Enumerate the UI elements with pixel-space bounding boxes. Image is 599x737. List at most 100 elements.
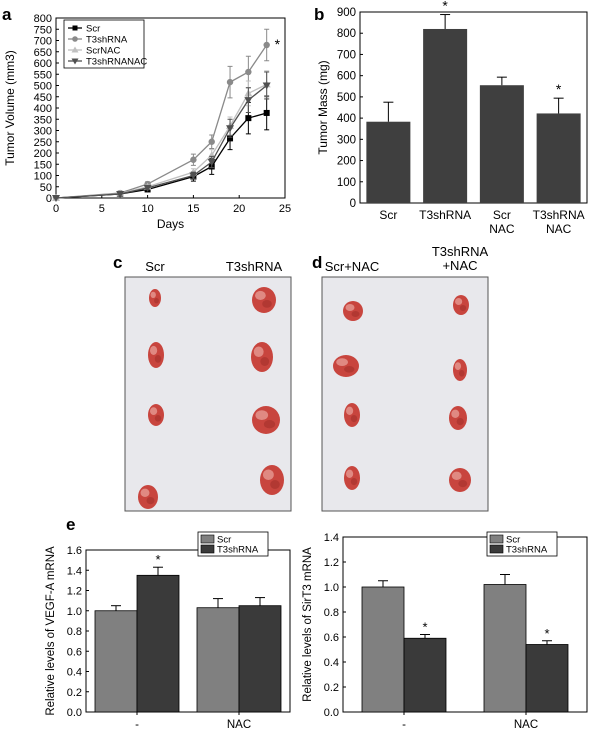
data-point <box>52 195 60 202</box>
photo-c-col-t3shrna: T3shRNA <box>226 259 283 274</box>
y-tick-label: 600 <box>34 58 52 70</box>
y-tick-label: 700 <box>337 49 356 61</box>
legend-label-Scr: Scr <box>86 24 100 35</box>
tumor <box>453 359 467 381</box>
tumor-shadow <box>146 497 155 505</box>
tumor-highlight <box>451 471 462 480</box>
y-tick-label: 0.8 <box>67 626 82 638</box>
tumor <box>251 342 273 372</box>
tumor-body <box>149 289 161 307</box>
photo-d-col-t3shrna-nac: T3shRNA +NAC <box>432 244 489 273</box>
tumor-shadow <box>270 480 280 489</box>
legend-label-Scr: Scr <box>217 535 231 546</box>
y-tick-label: 0.6 <box>67 646 82 658</box>
tumor <box>453 295 469 315</box>
photo-c-col-scr: Scr <box>145 259 165 274</box>
tumor-body <box>344 403 360 427</box>
data-point <box>207 159 216 166</box>
data-point <box>245 68 252 76</box>
data-point <box>245 115 252 122</box>
y-tick-label: 50 <box>40 182 52 194</box>
tumor-photo-d <box>333 295 471 492</box>
y-tick-label: 600 <box>337 71 356 83</box>
legend-marker <box>71 46 79 53</box>
legend-marker <box>72 25 78 31</box>
bar-2 <box>479 85 524 203</box>
y-tick-label: 750 <box>34 24 52 36</box>
y-tick-label: 350 <box>34 114 52 126</box>
tumor-body <box>344 466 360 490</box>
x-tick-label: NAC <box>489 222 515 236</box>
y-tick-label: 1.4 <box>67 565 82 577</box>
tumor-body <box>251 342 273 372</box>
x-tick-label: Scr <box>379 208 397 222</box>
x-tick-label: - <box>402 719 406 731</box>
legend-label-T3shRNA: T3shRNA <box>86 35 128 46</box>
x-tick-label: NAC <box>227 719 251 731</box>
bar-Scr <box>94 610 138 713</box>
chart-vegfa-mrna: 0.0 0.2 0.4 0.6 0.8 1.0 1.2 1.4 1.6 Relative leve… <box>45 531 291 731</box>
tumor-highlight <box>346 406 354 415</box>
tumor-highlight <box>150 291 156 298</box>
tumor-body <box>449 406 467 430</box>
chart-sirt3-mrna: 0.0 0.2 0.4 0.6 0.8 1.0 1.2 1.4 Relative levels … <box>302 531 588 731</box>
tumor-highlight <box>346 469 354 478</box>
tumor <box>333 355 359 377</box>
y-tick-label: 1.4 <box>324 532 339 544</box>
y-tick-label: 900 <box>337 7 356 19</box>
tumor-highlight <box>263 469 274 480</box>
series-line-T3shRNA <box>55 44 268 199</box>
y-tick-label: 150 <box>34 159 52 171</box>
y-tick-label: 1.2 <box>324 557 339 569</box>
y-tick-label: 450 <box>34 92 52 104</box>
y-tick-label: 700 <box>34 36 52 48</box>
tumor <box>252 287 276 313</box>
y-tick-label: 0 <box>46 193 52 205</box>
tumor-body <box>333 355 359 377</box>
tumor-shadow <box>262 300 272 308</box>
data-point <box>226 125 235 133</box>
y-tick-label: 1.0 <box>67 606 82 618</box>
x-tick-label: NAC <box>514 719 538 731</box>
tumor-shadow <box>350 478 358 486</box>
legend-label-T3shRNA: T3shRNA <box>217 545 259 556</box>
tumor-shadow <box>344 366 355 373</box>
x-tick-label: 10 <box>141 203 153 215</box>
tumor-body <box>260 465 284 495</box>
tumor-shadow <box>350 415 358 423</box>
tumor-body <box>449 468 471 492</box>
y-tick-label: 0.4 <box>67 667 82 679</box>
y-tick-label: 200 <box>337 156 356 168</box>
significance-star: * <box>442 0 448 14</box>
significance-star: * <box>275 36 281 52</box>
legend-swatch <box>200 544 215 554</box>
x-tick-label: 15 <box>187 203 199 215</box>
x-tick-label: T3shRNA <box>419 208 471 222</box>
tumor <box>344 403 360 427</box>
series-line-Scr <box>55 112 267 199</box>
y-tick-label: 100 <box>34 171 52 183</box>
tumor-highlight <box>150 345 158 356</box>
tumor-photo-c <box>138 287 284 509</box>
legend-swatch <box>489 534 504 544</box>
y-axis-label: Relative levels of VEGF-A mRNA <box>45 546 57 716</box>
tumor <box>148 342 164 368</box>
panel-label-c: c <box>113 253 122 272</box>
photo-tumors-nac <box>321 276 489 512</box>
x-tick-label: 20 <box>233 203 245 215</box>
x-tick-label: - <box>135 719 139 731</box>
tumor-highlight <box>140 488 150 497</box>
tumor-highlight <box>455 298 463 305</box>
tumor-highlight <box>336 358 348 366</box>
series-line-ScrNAC <box>55 83 267 199</box>
y-tick-label: 650 <box>34 47 52 59</box>
tumor-highlight <box>253 346 264 357</box>
legend-marker <box>71 58 79 65</box>
tumor-shadow <box>154 355 162 363</box>
x-axis-label: Days <box>157 217 184 231</box>
bar-Scr <box>483 584 527 713</box>
tumor <box>138 485 158 509</box>
panel-label-a: a <box>2 5 12 24</box>
tumor-shadow <box>458 480 468 488</box>
y-tick-label: 0.8 <box>324 607 339 619</box>
